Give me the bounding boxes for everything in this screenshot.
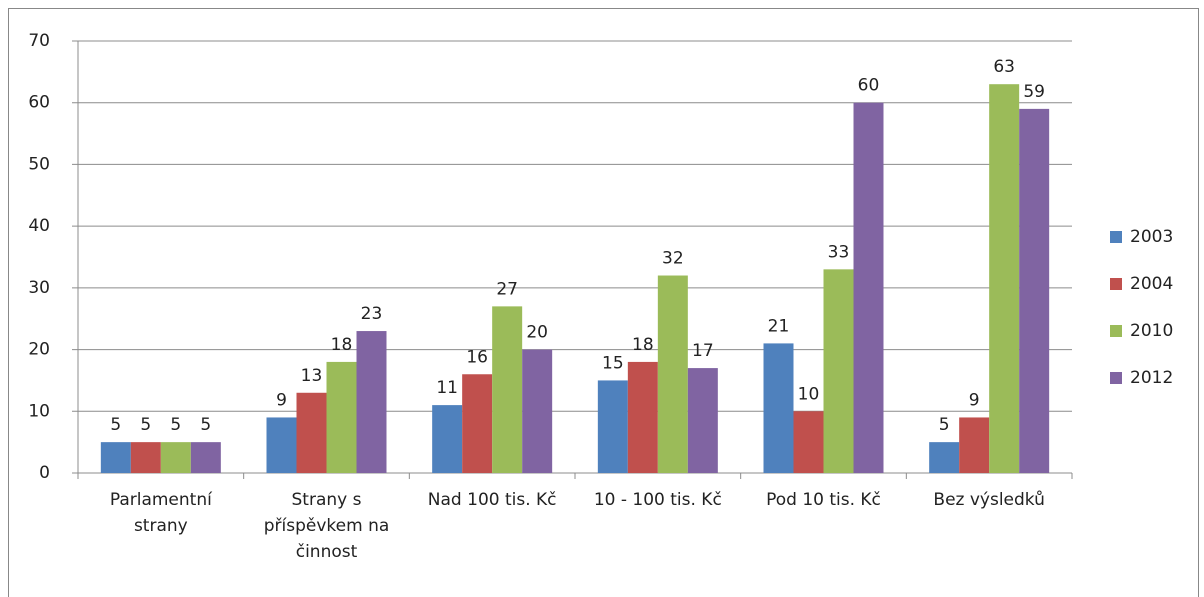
data-label: 16: [466, 347, 488, 367]
legend-label: 2012: [1130, 368, 1173, 388]
bar: [266, 417, 297, 473]
bar: [823, 269, 854, 473]
legend-label: 2010: [1130, 321, 1173, 341]
legend-swatch: [1110, 372, 1122, 384]
data-label: 63: [993, 57, 1015, 77]
legend-label: 2004: [1130, 274, 1173, 294]
legend-swatch: [1110, 278, 1122, 290]
bar: [793, 411, 824, 473]
data-label: 23: [361, 304, 383, 324]
legend-swatch: [1110, 325, 1122, 337]
data-label: 11: [436, 378, 458, 398]
legend-label: 2003: [1130, 227, 1173, 247]
bar: [190, 442, 221, 473]
data-label: 27: [496, 279, 518, 299]
data-label: 60: [858, 76, 880, 96]
chart-frame: [8, 8, 1199, 597]
data-label: 5: [170, 415, 181, 435]
x-tick-label: Bez výsledků: [933, 490, 1045, 510]
data-label: 33: [828, 242, 850, 262]
y-tick-label: 10: [28, 401, 50, 421]
bar: [853, 102, 884, 473]
data-label: 10: [798, 384, 820, 404]
data-label: 21: [768, 316, 790, 336]
y-tick-label: 50: [28, 154, 50, 174]
data-label: 18: [632, 335, 654, 355]
y-tick-label: 60: [28, 93, 50, 113]
bar: [100, 442, 131, 473]
data-label: 5: [110, 415, 121, 435]
bar: [160, 442, 191, 473]
x-tick-label: Nad 100 tis. Kč: [428, 490, 557, 510]
bar: [326, 361, 357, 473]
data-label: 20: [526, 323, 548, 343]
data-label: 9: [276, 390, 287, 410]
x-tick-label: Strany s příspěvkem na činnost: [264, 490, 390, 562]
bar: [432, 405, 463, 473]
bar: [296, 392, 327, 473]
y-tick-label: 40: [28, 216, 50, 236]
bar: [929, 442, 960, 473]
y-tick-label: 0: [39, 463, 50, 483]
bar: [492, 306, 523, 473]
bar: [763, 343, 794, 473]
legend-swatch: [1110, 231, 1122, 243]
bar: [627, 361, 658, 473]
data-label: 9: [969, 390, 980, 410]
bar: [462, 374, 493, 473]
bar: [1019, 108, 1050, 473]
data-label: 18: [331, 335, 353, 355]
data-label: 59: [1023, 82, 1045, 102]
data-label: 32: [662, 249, 684, 269]
data-label: 13: [301, 366, 323, 386]
x-tick-label: Parlamentní strany: [110, 490, 213, 536]
bar: [522, 349, 553, 473]
bar: [687, 368, 718, 473]
bar: [597, 380, 628, 473]
data-label: 5: [939, 415, 950, 435]
y-tick-label: 30: [28, 278, 50, 298]
bar: [356, 331, 387, 473]
data-label: 5: [140, 415, 151, 435]
data-label: 17: [692, 341, 714, 361]
bar: [989, 84, 1020, 473]
bar: [130, 442, 161, 473]
x-tick-label: Pod 10 tis. Kč: [766, 490, 881, 510]
data-label: 15: [602, 353, 624, 373]
bar: [959, 417, 990, 473]
x-tick-label: 10 - 100 tis. Kč: [594, 490, 722, 510]
y-tick-label: 20: [28, 340, 50, 360]
bar: [657, 275, 688, 473]
data-label: 5: [200, 415, 211, 435]
y-tick-label: 70: [28, 31, 50, 51]
